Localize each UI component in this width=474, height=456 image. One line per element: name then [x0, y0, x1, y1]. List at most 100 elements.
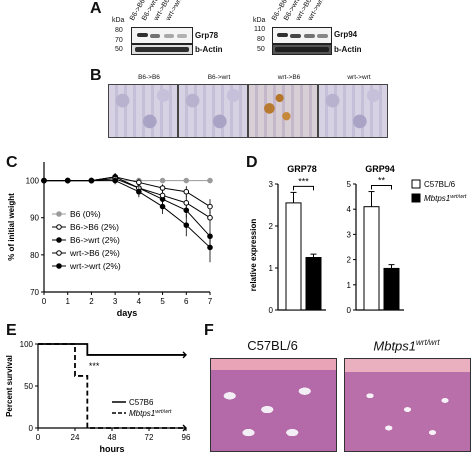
- kda-header-right: kDa: [253, 17, 266, 24]
- band: [137, 33, 148, 37]
- panel-letter-b: B: [90, 67, 102, 84]
- legend-swatch: [411, 193, 421, 203]
- data-point: [183, 188, 190, 195]
- bar: [285, 202, 302, 311]
- legend-label: B6->B6 (2%): [70, 222, 119, 232]
- marker-left-80: 80: [115, 27, 123, 34]
- x-tick-label: 0: [42, 297, 47, 306]
- he-title-right-text: Mbtps1: [373, 338, 417, 354]
- he-title-left-text: C57BL/6: [247, 338, 298, 353]
- band: [275, 47, 329, 52]
- legend-marker: [56, 263, 62, 269]
- significance-label: ***: [89, 361, 100, 371]
- legend-label: wrt->B6 (2%): [69, 248, 120, 258]
- marker-right-50: 50: [257, 46, 265, 53]
- x-tick-label: 96: [182, 433, 191, 442]
- band: [277, 33, 288, 37]
- bar: [383, 267, 400, 311]
- legend-superscript: wrt/wrt: [155, 409, 172, 415]
- ihc-image-2: [178, 84, 248, 138]
- legend-label: wrt->wrt (2%): [69, 261, 121, 271]
- survival-line-0: [38, 343, 186, 356]
- he-title-right-sup: wrt/wrt: [416, 338, 440, 347]
- weight-line-chart: 0 1 2 3 4 5 6 7 70 80 90 100 days % of initial weight…: [7, 162, 213, 318]
- y-tick-label: 0: [347, 306, 352, 315]
- data-point: [207, 244, 213, 251]
- marker-left-70: 70: [115, 37, 123, 44]
- data-point: [207, 177, 213, 184]
- data-point: [183, 200, 190, 206]
- x-tick-label: 7: [208, 297, 213, 306]
- legend-marker: [56, 211, 62, 217]
- x-tick-label: 3: [113, 297, 118, 306]
- data-point: [159, 185, 166, 191]
- ihc-title-3: wrt->B6: [277, 74, 301, 81]
- he-image-c57bl6: [210, 358, 337, 452]
- blot-grp78-left: [131, 27, 193, 44]
- x-tick-label: 0: [36, 433, 41, 442]
- bar: [363, 206, 380, 311]
- he-title-right: Mbtps1wrt/wrt: [344, 338, 469, 353]
- ihc-title-2: B6->wrt: [207, 74, 231, 81]
- series-line-4: [44, 180, 211, 248]
- subplot-title: GRP94: [365, 164, 395, 174]
- y-tick-label: 100: [26, 177, 40, 186]
- band: [150, 34, 160, 38]
- legend-label: C57BL/6: [424, 180, 456, 189]
- legend-swatch: [411, 179, 421, 189]
- data-point: [64, 177, 71, 184]
- band: [304, 34, 315, 38]
- x-tick-label: 4: [137, 297, 142, 306]
- data-point: [41, 177, 47, 184]
- ihc-title-4: wrt->wrt: [347, 74, 371, 81]
- blot-loading-right: b-Actin: [334, 45, 362, 54]
- significance-label: ***: [298, 176, 309, 186]
- y-tick-label: 80: [30, 251, 39, 260]
- significance-label: **: [378, 176, 386, 186]
- y-tick-label: 2: [269, 222, 274, 231]
- panel-letter-a: A: [90, 0, 102, 17]
- y-tick-label: 90: [30, 214, 39, 223]
- y-tick-label: 0: [269, 306, 274, 315]
- legend-label: C57B6: [129, 398, 154, 407]
- legend-label: B6->wrt (2%): [70, 235, 120, 245]
- he-title-left: C57BL/6: [210, 338, 335, 353]
- data-point: [207, 214, 213, 221]
- data-point: [159, 203, 166, 210]
- x-tick-label: 2: [89, 297, 94, 306]
- legend-marker: [56, 237, 62, 243]
- y-tick-label: 3: [269, 180, 274, 189]
- band: [317, 34, 328, 38]
- panel-letter-f: F: [204, 322, 214, 339]
- y-tick-label: 4: [347, 205, 352, 214]
- subplot-title: GRP78: [287, 164, 317, 174]
- y-tick-label: 3: [347, 230, 352, 239]
- ihc-title-1: B6->B6: [138, 74, 160, 81]
- significance-bracket: [293, 185, 314, 191]
- data-point: [136, 188, 142, 195]
- blot-actin-left: [131, 44, 193, 55]
- y-tick-label: 2: [347, 256, 352, 265]
- x-tick-label: 1: [65, 297, 70, 306]
- x-axis-label: hours: [99, 444, 124, 454]
- x-axis-label: days: [117, 308, 138, 318]
- y-tick-label: 100: [20, 340, 34, 349]
- x-tick-label: 24: [71, 433, 80, 442]
- marker-left-50: 50: [115, 46, 123, 53]
- legend-marker: [56, 250, 62, 256]
- end-marker: [182, 351, 187, 359]
- legend-label: B6 (0%): [70, 209, 101, 219]
- y-tick-label: 1: [269, 264, 274, 273]
- y-axis-label: % of initial weight: [7, 193, 16, 261]
- panel-letter-e: E: [6, 322, 17, 339]
- y-tick-label: 0: [29, 424, 34, 433]
- x-tick-label: 6: [184, 297, 189, 306]
- data-point: [183, 222, 190, 228]
- legend-superscript: wrt/wrt: [450, 194, 467, 200]
- kda-header-left: kDa: [112, 17, 125, 24]
- legend-label: Mbtps1wrt/wrt: [129, 409, 172, 418]
- bar: [305, 257, 322, 311]
- band: [135, 47, 189, 52]
- y-axis-label: relative expression: [249, 219, 258, 292]
- blot-target-left: Grp78: [195, 31, 219, 40]
